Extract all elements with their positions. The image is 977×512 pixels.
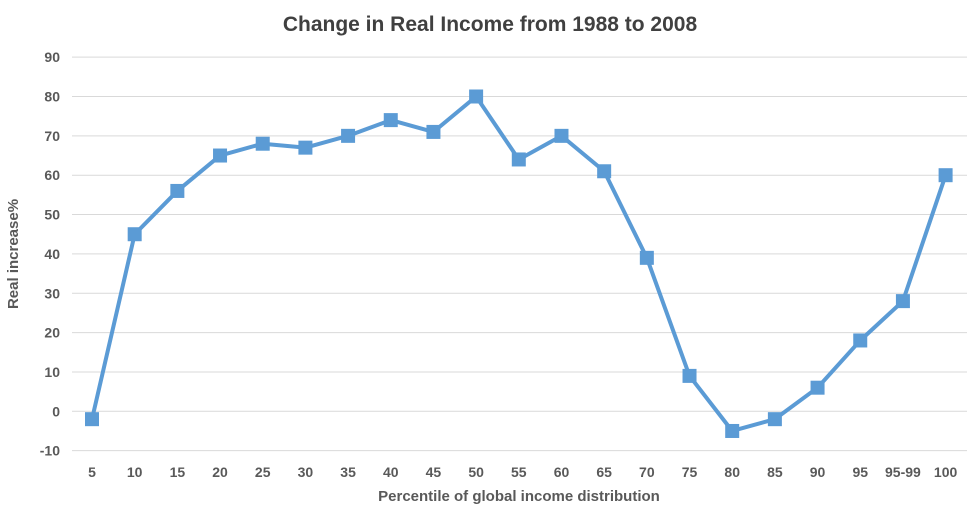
x-tick-label: 30 bbox=[298, 464, 314, 480]
line-series-group bbox=[85, 89, 953, 438]
x-tick-label: 60 bbox=[554, 464, 570, 480]
y-tick-label: 20 bbox=[44, 325, 60, 341]
x-tick-label: 50 bbox=[468, 464, 484, 480]
x-axis-title: Percentile of global income distribution bbox=[378, 488, 660, 505]
x-tick-label: 95 bbox=[852, 464, 868, 480]
data-point-marker bbox=[810, 380, 825, 395]
data-point-marker bbox=[895, 294, 910, 309]
data-point-marker bbox=[213, 148, 228, 163]
x-tick-label: 15 bbox=[170, 464, 186, 480]
x-tick-label: 95-99 bbox=[885, 464, 921, 480]
data-point-marker bbox=[469, 89, 484, 104]
gridlines-group bbox=[72, 56, 967, 452]
data-point-marker bbox=[426, 124, 441, 139]
data-point-marker bbox=[383, 113, 398, 128]
data-point-marker bbox=[597, 164, 612, 179]
x-tick-label: 55 bbox=[511, 464, 527, 480]
y-tick-label: 60 bbox=[44, 167, 60, 183]
data-point-marker bbox=[255, 136, 270, 151]
data-point-marker bbox=[682, 368, 697, 383]
data-point-marker bbox=[127, 227, 142, 242]
data-point-marker bbox=[853, 333, 868, 348]
y-tick-label: 0 bbox=[52, 403, 60, 419]
data-point-marker bbox=[511, 152, 526, 167]
y-tick-label: 90 bbox=[44, 49, 60, 65]
data-point-marker bbox=[639, 250, 654, 265]
x-tick-label: 70 bbox=[639, 464, 655, 480]
y-tick-label: 80 bbox=[44, 89, 60, 105]
x-axis-tick-labels: 5 10 15 20 25 30 35 40 45 50 55 60 65 70 75 80 85 90 95 95-… bbox=[88, 464, 957, 480]
data-point-marker bbox=[298, 140, 313, 155]
data-point-marker bbox=[85, 412, 99, 427]
y-tick-label: 70 bbox=[44, 128, 60, 144]
y-axis-title: Real increase% bbox=[5, 199, 22, 309]
x-tick-label: 100 bbox=[934, 464, 958, 480]
y-tick-label: -10 bbox=[40, 443, 60, 459]
x-tick-label: 5 bbox=[88, 464, 96, 480]
y-tick-label: 40 bbox=[44, 246, 60, 262]
data-point-marker bbox=[341, 128, 356, 143]
x-tick-label: 75 bbox=[682, 464, 698, 480]
x-tick-label: 65 bbox=[596, 464, 612, 480]
data-point-marker bbox=[170, 183, 185, 198]
data-point-marker bbox=[938, 168, 953, 183]
x-tick-label: 45 bbox=[426, 464, 442, 480]
data-point-marker bbox=[767, 412, 782, 427]
x-tick-label: 80 bbox=[724, 464, 740, 480]
x-tick-label: 10 bbox=[127, 464, 143, 480]
y-tick-label: 30 bbox=[44, 285, 60, 301]
data-point-marker bbox=[725, 423, 740, 438]
x-tick-label: 20 bbox=[212, 464, 228, 480]
data-point-marker bbox=[554, 128, 569, 143]
x-tick-label: 35 bbox=[340, 464, 356, 480]
chart-title: Change in Real Income from 1988 to 2008 bbox=[283, 13, 698, 36]
x-tick-label: 40 bbox=[383, 464, 399, 480]
y-tick-label: 50 bbox=[44, 207, 60, 223]
y-axis-tick-labels: 90 80 70 60 50 40 30 20 10 0 -10 bbox=[40, 49, 60, 459]
x-tick-label: 25 bbox=[255, 464, 271, 480]
x-tick-label: 85 bbox=[767, 464, 783, 480]
x-tick-label: 90 bbox=[810, 464, 826, 480]
y-tick-label: 10 bbox=[44, 364, 60, 380]
